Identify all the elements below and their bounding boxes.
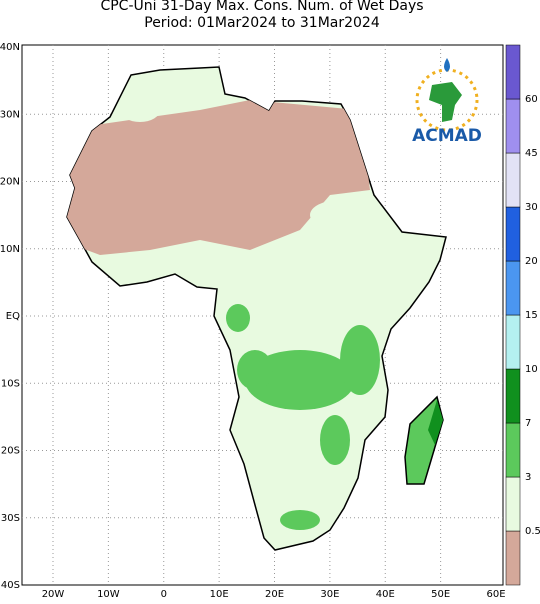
lon-label: 50E — [431, 589, 450, 600]
colorbar-segment — [505, 314, 521, 370]
lon-label: 20W — [42, 589, 65, 600]
lat-label: 30S — [1, 513, 20, 524]
lon-label: 60E — [486, 589, 505, 600]
colorbar-segment — [505, 98, 521, 154]
lat-label: 30N — [0, 109, 20, 120]
colorbar-label: 10 — [525, 364, 538, 375]
lat-label: 10S — [1, 378, 20, 389]
wet-area — [245, 350, 355, 410]
precip-shading — [67, 98, 380, 530]
lat-label: EQ — [6, 311, 20, 322]
colorbar-segment — [505, 368, 521, 424]
lat-label: 40S — [1, 580, 20, 591]
wet-area — [237, 350, 273, 390]
lon-label: 30E — [320, 589, 339, 600]
colorbar-label: 7 — [525, 418, 531, 429]
colorbar-segment — [505, 44, 521, 100]
dry-area — [67, 100, 370, 255]
wet-area — [120, 98, 160, 122]
lat-label: 20S — [1, 446, 20, 457]
colorbar-label: 30 — [525, 202, 538, 213]
colorbar-label: 45 — [525, 148, 538, 159]
colorbar-label: 0.5 — [525, 526, 540, 537]
wet-area — [310, 200, 370, 230]
wet-area — [280, 510, 320, 530]
wet-area — [320, 415, 350, 465]
lat-label: 40N — [0, 42, 20, 53]
colorbar-segment — [505, 422, 521, 478]
lon-label: 40E — [376, 589, 395, 600]
colorbar-label: 60 — [525, 94, 538, 105]
logo-text: ACMAD — [412, 126, 482, 146]
colorbar-label: 3 — [525, 472, 531, 483]
lon-label: 10W — [97, 589, 120, 600]
wet-area — [340, 325, 380, 395]
lon-label: 10E — [210, 589, 229, 600]
colorbar-segment — [505, 260, 521, 316]
colorbar-label: 20 — [525, 256, 538, 267]
lon-label: 20E — [265, 589, 284, 600]
colorbar-segment — [505, 152, 521, 208]
lat-label: 20N — [0, 177, 20, 188]
colorbar-segment — [505, 530, 521, 586]
title-line: CPC-Uni 31-Day Max. Cons. Num. of Wet Da… — [100, 0, 423, 14]
wet-area — [226, 304, 250, 332]
colorbar-segment — [505, 206, 521, 262]
logo: ACMAD — [412, 58, 482, 146]
title-line: Period: 01Mar2024 to 31Mar2024 — [144, 15, 380, 31]
wet-area — [428, 400, 443, 445]
colorbar-label: 15 — [525, 310, 538, 321]
lat-label: 10N — [0, 244, 20, 255]
lon-label: 0 — [161, 589, 167, 600]
colorbar-segment — [505, 476, 521, 532]
